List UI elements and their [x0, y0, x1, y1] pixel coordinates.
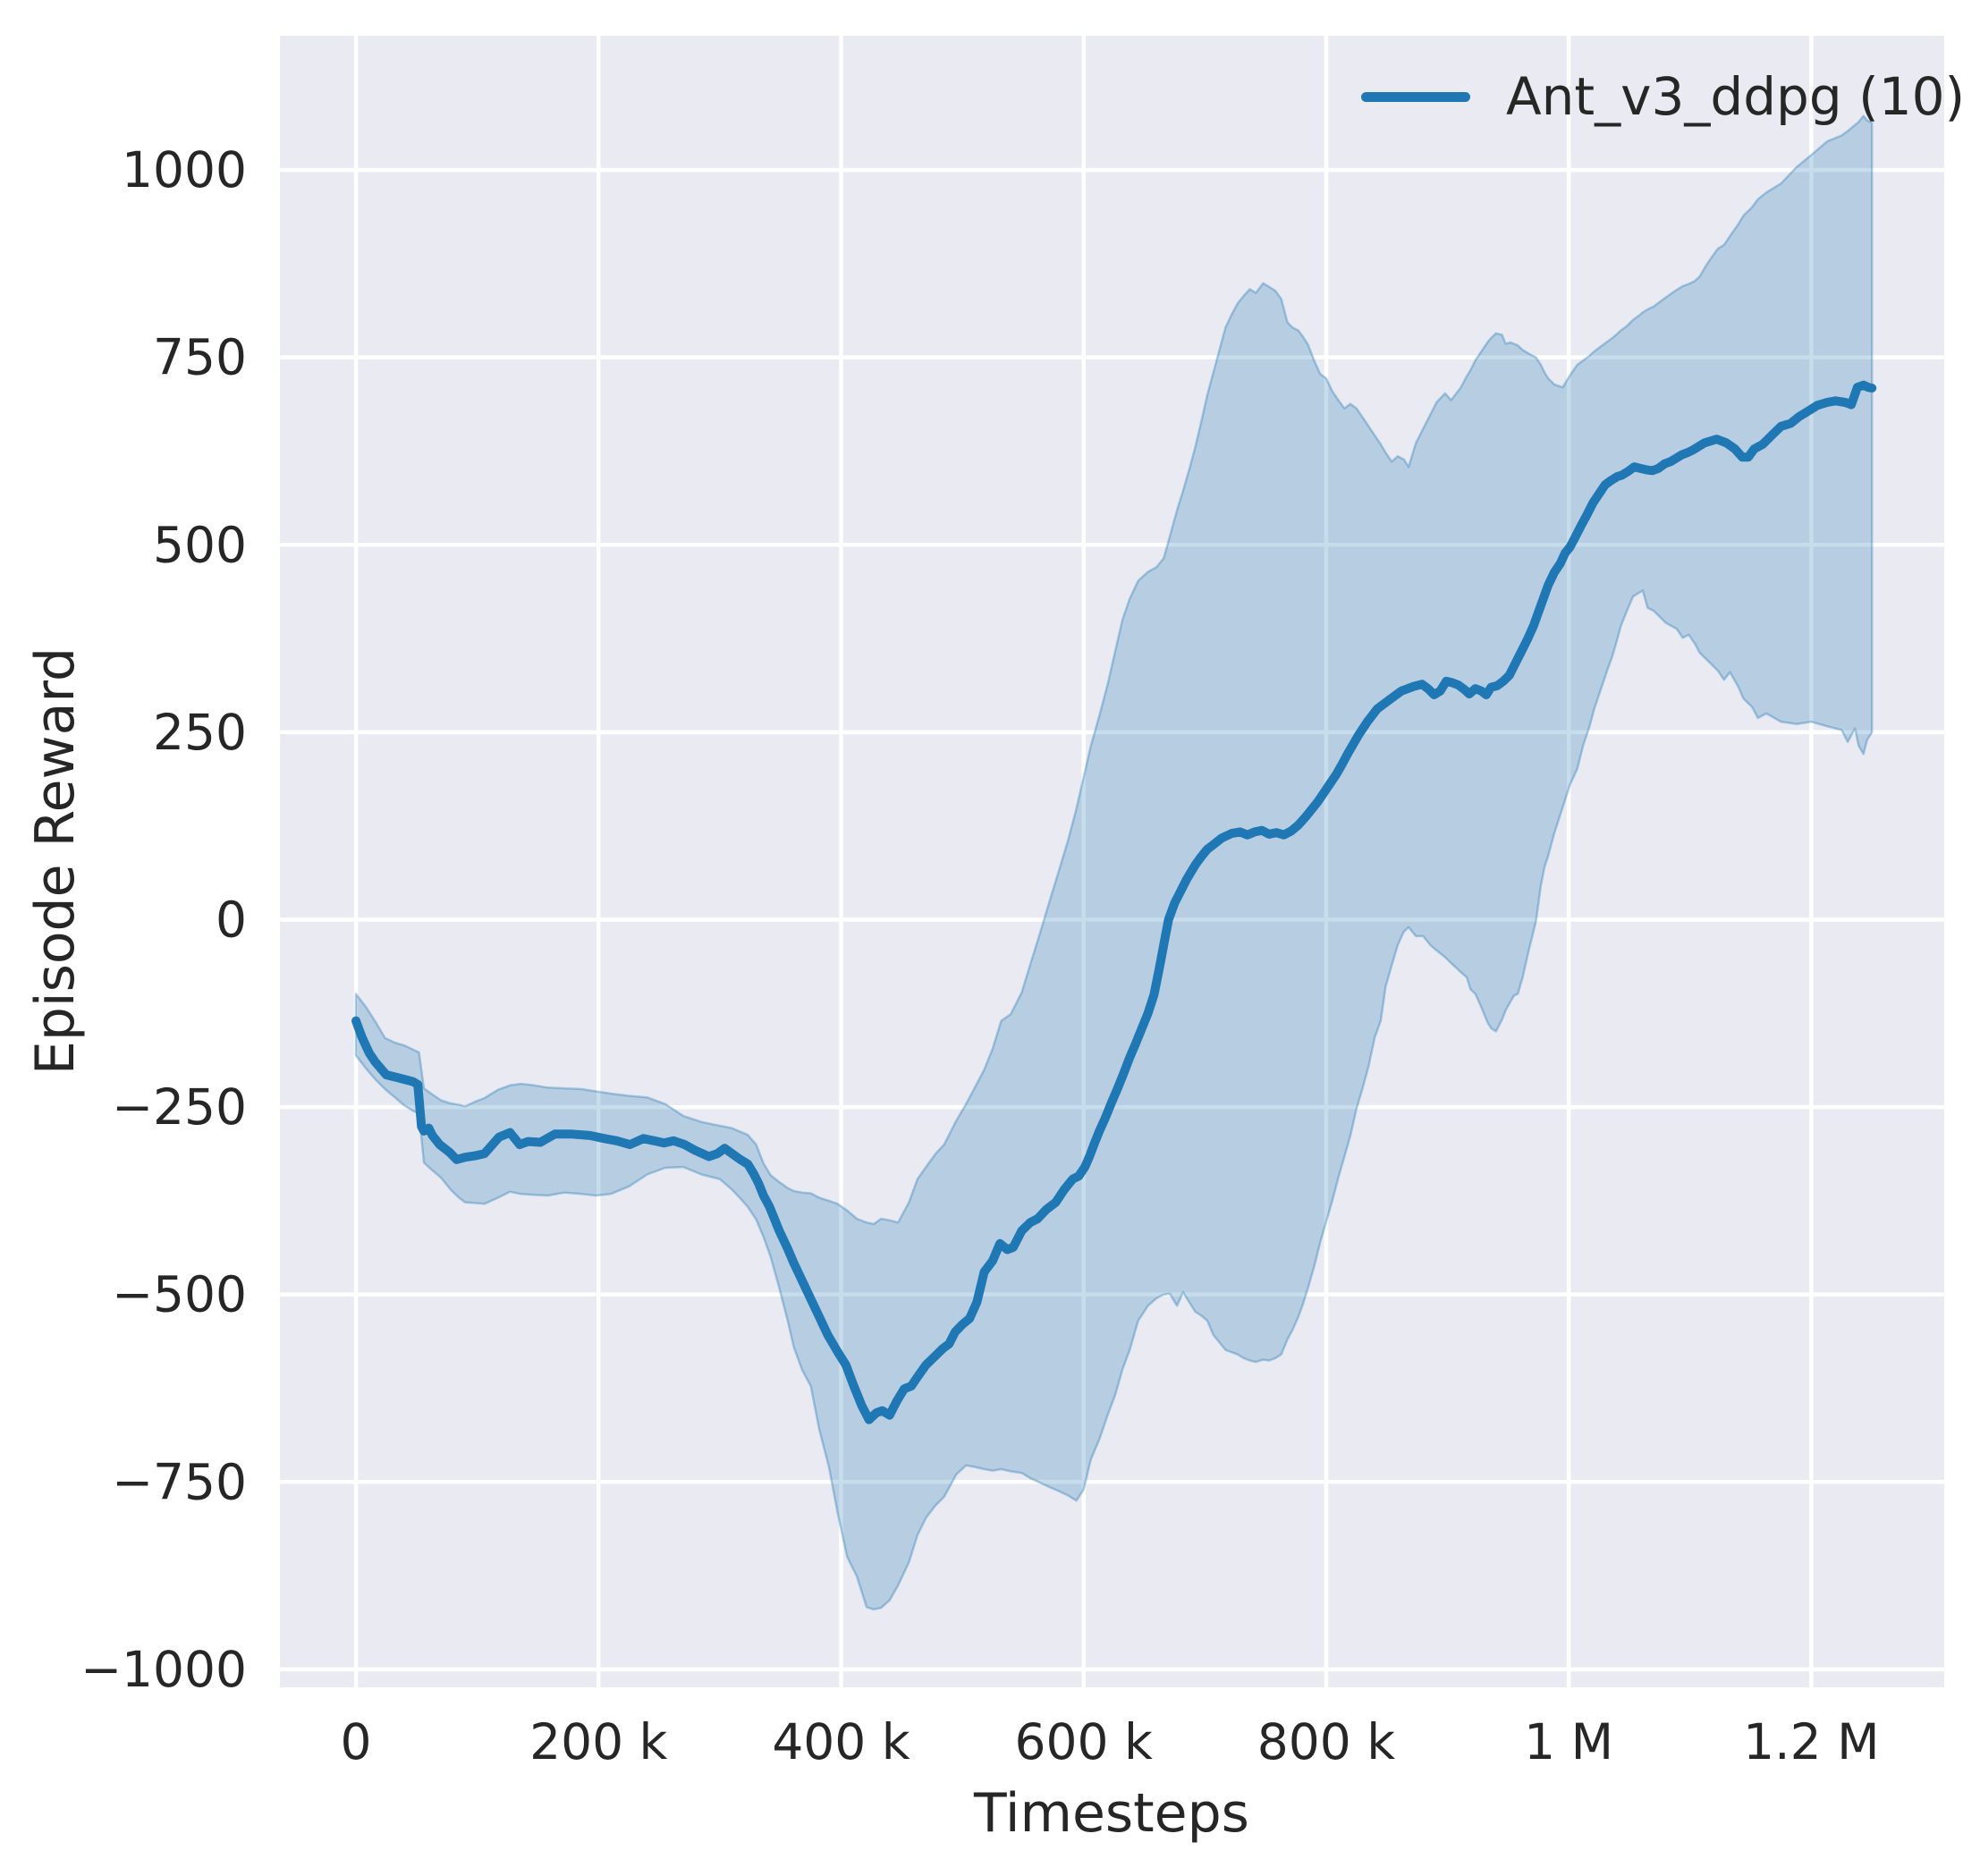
x-tick-label: 600 k — [1015, 1713, 1153, 1770]
confidence-band — [354, 114, 1874, 1611]
legend-line-swatch — [1361, 91, 1470, 102]
legend-label: Ant_v3_ddpg (10) — [1506, 66, 1966, 127]
x-tick-label: 1 M — [1524, 1713, 1613, 1770]
y-tick-label: 750 — [153, 329, 247, 386]
x-tick-label: 200 k — [529, 1713, 667, 1770]
y-tick-label: 0 — [216, 891, 247, 948]
x-axis-label: Timesteps — [974, 1782, 1249, 1845]
x-tick-label: 800 k — [1257, 1713, 1395, 1770]
y-tick-label: −750 — [112, 1453, 247, 1510]
y-tick-label: 1000 — [122, 141, 247, 199]
y-tick-label: −500 — [112, 1266, 247, 1323]
legend: Ant_v3_ddpg (10) — [1361, 66, 1965, 127]
y-axis-label: Episode Reward — [24, 646, 87, 1076]
x-tick-label: 1.2 M — [1743, 1713, 1879, 1770]
y-tick-label: −1000 — [80, 1641, 247, 1698]
x-tick-label: 400 k — [772, 1713, 910, 1770]
mean-line — [351, 380, 1877, 1424]
y-tick-label: 500 — [153, 516, 247, 573]
y-tick-label: −250 — [112, 1078, 247, 1136]
plot-area — [280, 36, 1944, 1687]
x-tick-label: 0 — [341, 1713, 372, 1770]
y-tick-label: 250 — [153, 704, 247, 761]
